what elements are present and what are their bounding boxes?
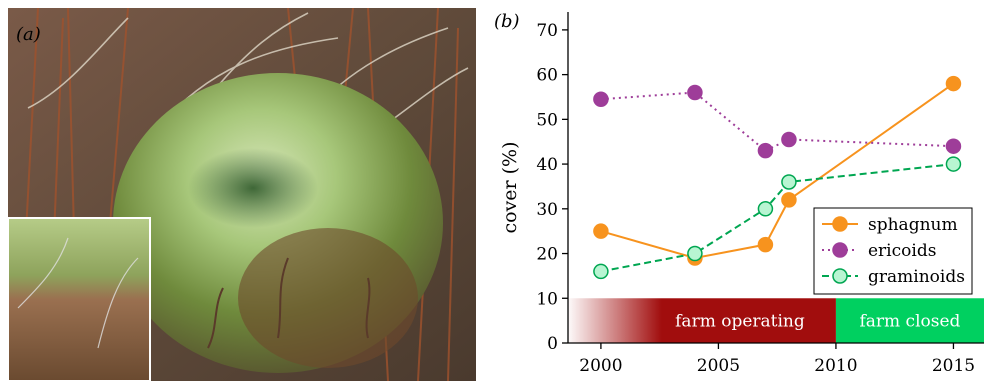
y-tick-label: 40 [536,155,558,175]
data-point-graminoids [687,245,703,262]
x-tick-label: 2010 [814,356,857,376]
y-tick-label: 50 [536,110,558,130]
data-point-sphagnum [781,192,797,208]
x-tick-label: 2005 [697,356,740,376]
data-point-sphagnum [757,236,774,253]
y-axis-title: cover (%) [499,141,521,233]
y-tick-label: 60 [536,66,558,86]
data-point-sphagnum [593,223,609,239]
legend-label-sphagnum: sphagnum [868,215,958,235]
period-band-label: farm operating [675,312,805,332]
chart-axes: 0 10 20 30 40 50 60 70 2000 2005 2010 2015 cover (%) [499,12,984,376]
data-point-ericoids [757,142,774,159]
data-point-graminoids [757,201,774,217]
data-point-ericoids [945,138,962,154]
period-bands: farm operating farm closed [568,298,984,343]
data-point-ericoids [593,91,609,107]
moss-photograph [8,8,476,381]
data-point-sphagnum [945,75,962,92]
data-point-graminoids [593,263,609,280]
data-point-ericoids [781,131,797,148]
data-point-ericoids [687,84,703,101]
y-tick-label: 30 [536,200,558,220]
legend-marker-sphagnum [832,216,848,232]
legend-label-graminoids: graminoids [868,267,965,287]
data-point-graminoids [945,156,962,172]
y-tick-label: 10 [536,289,558,309]
chart-series [593,75,962,280]
legend-marker-graminoids [832,268,848,284]
panel-b-label: (b) [494,11,520,32]
period-band-1 [835,298,984,343]
cover-chart: farm operating farm closed 0 10 20 30 40 50 60 7… [499,12,984,376]
panel-a-label: (a) [16,24,41,45]
moss-photo-image [8,8,476,381]
cover-chart-panel: farm operating farm closed 0 10 20 30 40 50 60 7… [484,0,984,381]
y-tick-label: 20 [536,245,558,265]
y-tick-label: 0 [547,334,558,354]
x-tick-label: 2000 [579,356,622,376]
chart-legend: sphagnum ericoids graminoids [813,207,973,295]
period-band-0 [568,298,836,343]
legend-marker-ericoids [832,242,848,258]
period-band-label: farm closed [859,312,960,332]
x-tick-label: 2015 [932,356,975,376]
legend-label-ericoids: ericoids [868,241,936,261]
data-point-graminoids [781,174,797,190]
y-tick-label: 70 [536,21,558,41]
